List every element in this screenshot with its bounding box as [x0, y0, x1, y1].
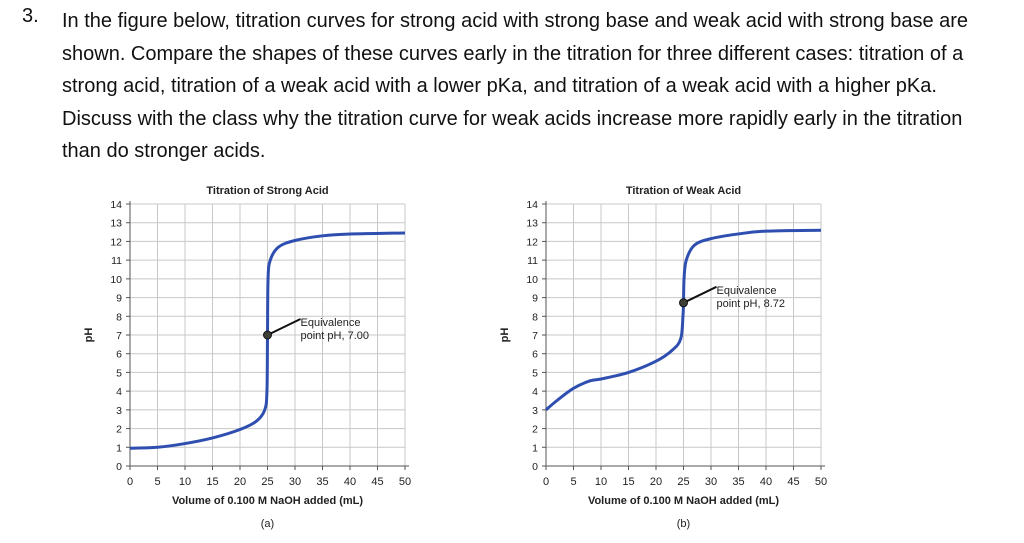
x-tick-label: 30 — [289, 476, 301, 488]
y-tick-label: 12 — [526, 236, 538, 248]
y-tick-label: 3 — [532, 405, 538, 417]
y-tick-label: 0 — [532, 461, 538, 473]
x-tick-label: 45 — [371, 476, 383, 488]
equivalence-point-marker — [263, 330, 272, 340]
y-tick-label: 0 — [116, 461, 122, 473]
x-tick-label: 35 — [316, 476, 328, 488]
x-axis-label: Volume of 0.100 M NaOH added (mL) — [172, 495, 363, 507]
question-text: In the figure below, titration curves fo… — [62, 10, 969, 163]
y-tick-label: 8 — [116, 311, 122, 323]
annotation-leader-line — [683, 285, 717, 304]
strong-acid-titration-chart: 0 5 10 15 20 25 30 35 40 45 5001234567891011121314… — [83, 185, 411, 530]
y-tick-label: 1 — [116, 442, 122, 454]
y-tick-label: 7 — [116, 330, 122, 342]
y-tick-label: 11 — [527, 255, 538, 267]
weak-acid-titration-chart: 0 5 10 15 20 25 30 35 40 45 5001234567891011121314… — [499, 185, 827, 530]
x-tick-label: 40 — [344, 476, 356, 488]
titration-curve — [129, 231, 406, 450]
y-tick-label: 5 — [116, 367, 122, 379]
y-tick-label: 14 — [526, 199, 538, 211]
y-tick-label: 10 — [110, 274, 122, 286]
y-tick-label: 9 — [532, 293, 538, 305]
titration-curve — [545, 228, 822, 411]
x-tick-label: 35 — [732, 476, 744, 488]
x-tick-label: 0 — [127, 476, 133, 488]
x-tick-label: 10 — [179, 476, 191, 488]
y-tick-label: 2 — [532, 424, 538, 436]
y-tick-label: 1 — [532, 442, 538, 454]
x-tick-label: 10 — [595, 476, 607, 488]
chart-caption: (b) — [677, 518, 690, 530]
x-tick-label: 15 — [622, 476, 634, 488]
y-tick-label: 12 — [110, 236, 122, 248]
annotation-leader-line — [267, 318, 301, 336]
chart-caption: (a) — [261, 518, 274, 530]
chart-title: Titration of Weak Acid — [626, 185, 741, 197]
x-axis-label: Volume of 0.100 M NaOH added (mL) — [588, 495, 779, 507]
question-number: 3. — [22, 5, 39, 27]
x-tick-label: 30 — [705, 476, 717, 488]
y-axis-label: pH — [499, 328, 511, 343]
x-tick-label: 25 — [677, 476, 689, 488]
x-tick-label: 5 — [570, 476, 576, 488]
y-tick-label: 6 — [532, 349, 538, 361]
x-tick-label: 45 — [787, 476, 799, 488]
x-tick-label: 50 — [399, 476, 411, 488]
y-tick-label: 14 — [110, 199, 122, 211]
y-tick-label: 13 — [110, 218, 122, 230]
x-tick-label: 20 — [650, 476, 662, 488]
y-tick-label: 11 — [111, 255, 122, 267]
x-tick-label: 15 — [206, 476, 218, 488]
annotation-label-line1: Equivalence — [717, 285, 777, 297]
x-tick-label: 20 — [234, 476, 246, 488]
y-tick-label: 3 — [116, 405, 122, 417]
x-tick-label: 25 — [261, 476, 273, 488]
x-tick-label: 50 — [815, 476, 827, 488]
y-tick-label: 8 — [532, 311, 538, 323]
y-tick-label: 4 — [116, 386, 122, 398]
y-axis-label: pH — [83, 328, 95, 343]
y-tick-label: 2 — [116, 424, 122, 436]
equivalence-point-marker — [679, 298, 688, 308]
x-tick-label: 5 — [154, 476, 160, 488]
x-tick-label: 0 — [543, 476, 549, 488]
y-tick-label: 9 — [116, 293, 122, 305]
y-tick-label: 4 — [532, 386, 538, 398]
y-tick-label: 10 — [526, 274, 538, 286]
y-tick-label: 6 — [116, 349, 122, 361]
x-tick-label: 40 — [760, 476, 772, 488]
annotation-label-line2: point pH, 7.00 — [301, 330, 370, 342]
annotation-label-line1: Equivalence — [301, 317, 361, 329]
chart-title: Titration of Strong Acid — [206, 185, 328, 197]
y-tick-label: 7 — [532, 330, 538, 342]
y-tick-label: 5 — [532, 367, 538, 379]
y-tick-label: 13 — [526, 218, 538, 230]
annotation-label-line2: point pH, 8.72 — [717, 298, 786, 310]
